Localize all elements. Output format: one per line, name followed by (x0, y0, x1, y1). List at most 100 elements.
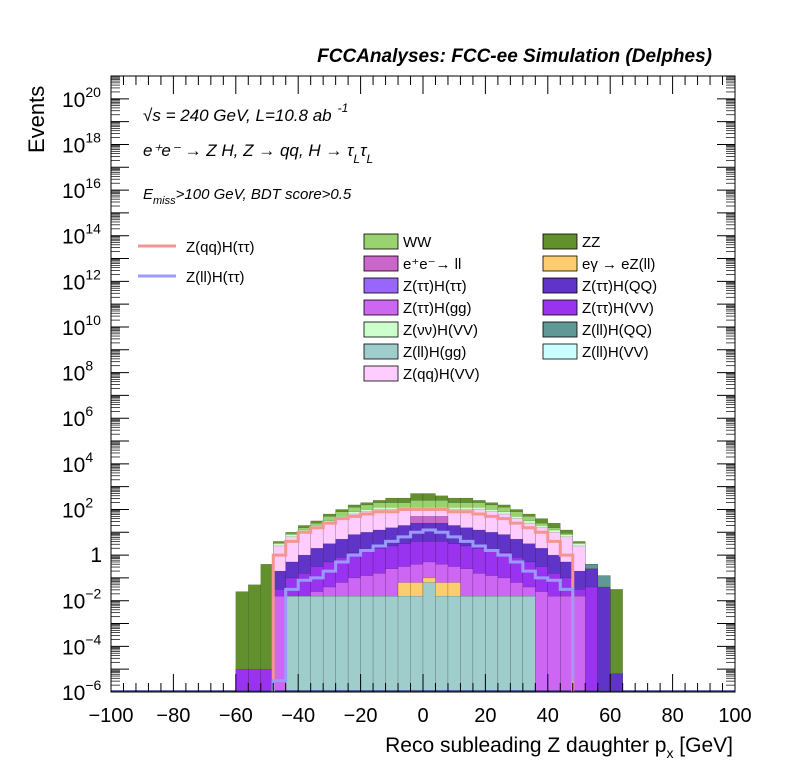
bar-z-h-gg--3 (273, 595, 286, 693)
legend-box-swatch (542, 255, 578, 272)
x-axis-title-sub: x (666, 745, 673, 761)
bar-z-ll-h-gg--6 (310, 595, 324, 693)
svg-text:Emiss>100 GeV, BDT score>0.5: Emiss>100 GeV, BDT score>0.5 (143, 186, 352, 207)
bar-z-ll-h-gg--14 (410, 595, 424, 693)
legend-box-label: WW (403, 234, 432, 251)
legend: Z(qq)H(ττ) Z(ll)H(ττ) WW e⁺e⁻→ ll Z(ττ)H(ττ)… (138, 233, 657, 383)
x-tick-label: −40 (281, 705, 315, 727)
bar-z-ll-h-gg--23 (522, 595, 536, 693)
x-tick-label: 60 (599, 705, 621, 727)
legend-box-label: Z(qq)H(VV) (403, 366, 480, 383)
bar-z-ll-h-gg--13 (397, 595, 411, 693)
x-axis-title-main: Reco subleading Z daughter p (385, 734, 666, 757)
bar-z-h-qq--30 (610, 673, 623, 693)
legend-box-label: Z(ll)H(VV) (582, 344, 649, 361)
bar-z-ll-h-gg--5 (298, 595, 311, 693)
bar-z-ll-h-gg--8 (335, 595, 349, 693)
x-axis-title-unit: [GeV] (673, 734, 733, 757)
y-tick-label: 10−6 (62, 677, 102, 705)
x-tick-label: −80 (156, 705, 190, 727)
y-tick-label: 1018 (62, 129, 101, 157)
stacked-histogram (111, 493, 735, 693)
bar-z-ll-h-gg--20 (485, 595, 499, 693)
bar-z-ll-h-gg--16 (435, 595, 449, 693)
y-tick-label: 106 (62, 403, 93, 431)
bar-z-ll-h-gg--18 (460, 595, 474, 693)
legend-box-swatch (542, 321, 578, 338)
legend-box-label: ZZ (582, 234, 600, 251)
line-zll-htautau (271, 528, 575, 692)
legend-box-label: Z(ll)H(gg) (403, 344, 466, 361)
legend-box-label: Z(ττ)H(ττ) (403, 278, 467, 295)
bar-z-h-vv--1 (248, 668, 261, 693)
x-axis-ticks: −100 −80 −60 −40 −20 0 20 40 60 80 100 (88, 76, 752, 727)
selection-text: >100 GeV, BDT score>0.5 (176, 186, 352, 203)
bar-z-h-gg--26 (560, 595, 573, 693)
bar-z-h-gg--24 (535, 591, 549, 693)
emiss-E: E (143, 186, 154, 203)
legend-box-label: Z(ll)H(QQ) (582, 322, 652, 339)
svg-text:e⁺e⁻ → Z H, Z → qq, H → τLτL: e⁺e⁻ → Z H, Z → qq, H → τLτL (143, 141, 373, 166)
legend-box-swatch (542, 277, 578, 294)
y-axis-title: Events (24, 86, 49, 153)
legend-box-swatch (363, 343, 399, 360)
bar-z-ll-h-gg--15 (422, 582, 436, 693)
info-block: √s = 240 GeV, L=10.8 ab -1 e⁺e⁻ → Z H, Z … (143, 101, 373, 207)
bar-z-ll-h-gg--21 (497, 595, 511, 693)
bar-z-ll-h-gg--7 (322, 595, 336, 693)
bar-z-h-vv--28 (585, 586, 598, 693)
x-axis-title: Reco subleading Z daughter px [GeV] (385, 734, 733, 761)
bar-z-h-qq--29 (597, 586, 611, 693)
legend-box-swatch (363, 233, 399, 250)
legend-box-swatch (363, 299, 399, 316)
process-text: e⁺e⁻ → Z H, Z → qq, H → τ (143, 141, 355, 160)
bar-z-ll-h-gg--9 (347, 595, 361, 693)
y-tick-label: 1016 (62, 175, 101, 203)
legend-box-swatch (363, 365, 399, 382)
tau-sub-2: L (366, 152, 373, 166)
line-zqq-htautau (271, 507, 575, 692)
bar-z-ll-h-gg--12 (385, 595, 399, 693)
legend-box-swatch (542, 299, 578, 316)
x-tick-label: 80 (661, 705, 683, 727)
legend-box-label: e⁺e⁻→ ll (403, 256, 461, 273)
legend-box-swatch (363, 277, 399, 294)
x-tick-label: 40 (537, 705, 559, 727)
x-tick-label: −20 (344, 705, 378, 727)
bar-z-ll-h-gg--4 (285, 595, 299, 693)
legend-box-swatch (542, 233, 578, 250)
bar-z-ll-h-gg--11 (372, 595, 386, 693)
legend-box-label: Z(νν)H(VV) (403, 322, 478, 339)
legend-line-label: Z(ll)H(ττ) (186, 269, 245, 286)
bar-z-h-gg--27 (572, 595, 586, 693)
tau-sub-1: L (353, 152, 360, 166)
y-tick-label: 102 (62, 494, 93, 522)
emiss-sub: miss (153, 195, 176, 207)
tau-2: τ (360, 141, 368, 160)
legend-box-label: Z(ττ)H(VV) (582, 300, 654, 317)
x-tick-label: 100 (718, 705, 751, 727)
y-tick-label: 10−4 (62, 631, 102, 659)
bar-z-h-vv--2 (260, 668, 274, 693)
bar-z-ll-h-gg--10 (360, 595, 374, 693)
legend-box-label: Z(ττ)H(QQ) (582, 278, 657, 295)
sqrt-s: √s (143, 106, 161, 125)
legend-box-label: eγ → eZ(ll) (582, 256, 655, 273)
svg-text:√s = 240 GeV, L=10.8 ab-1: √s = 240 GeV, L=10.8 ab -1 (143, 101, 348, 125)
y-tick-label: 1020 (62, 84, 101, 112)
y-tick-label: 10−2 (62, 586, 102, 614)
x-tick-label: 0 (417, 705, 428, 727)
y-axis-ticks: 10−6 10−4 10−2 1 102 104 106 108 1010 1012 1014 101… (62, 75, 735, 705)
y-tick-label: 108 (62, 358, 93, 386)
x-tick-label: −100 (88, 705, 133, 727)
bar-z-h-gg--25 (547, 595, 561, 693)
bar-z-ll-h-gg--19 (472, 595, 486, 693)
energy-lumi: = 240 GeV, L=10.8 ab (161, 106, 332, 125)
x-tick-label: 20 (474, 705, 496, 727)
bar-z-ll-h-gg--17 (447, 595, 461, 693)
legend-line-label: Z(qq)H(ττ) (186, 239, 255, 256)
signal-lines (271, 507, 575, 692)
legend-box-swatch (363, 321, 399, 338)
legend-box-swatch (542, 343, 578, 360)
